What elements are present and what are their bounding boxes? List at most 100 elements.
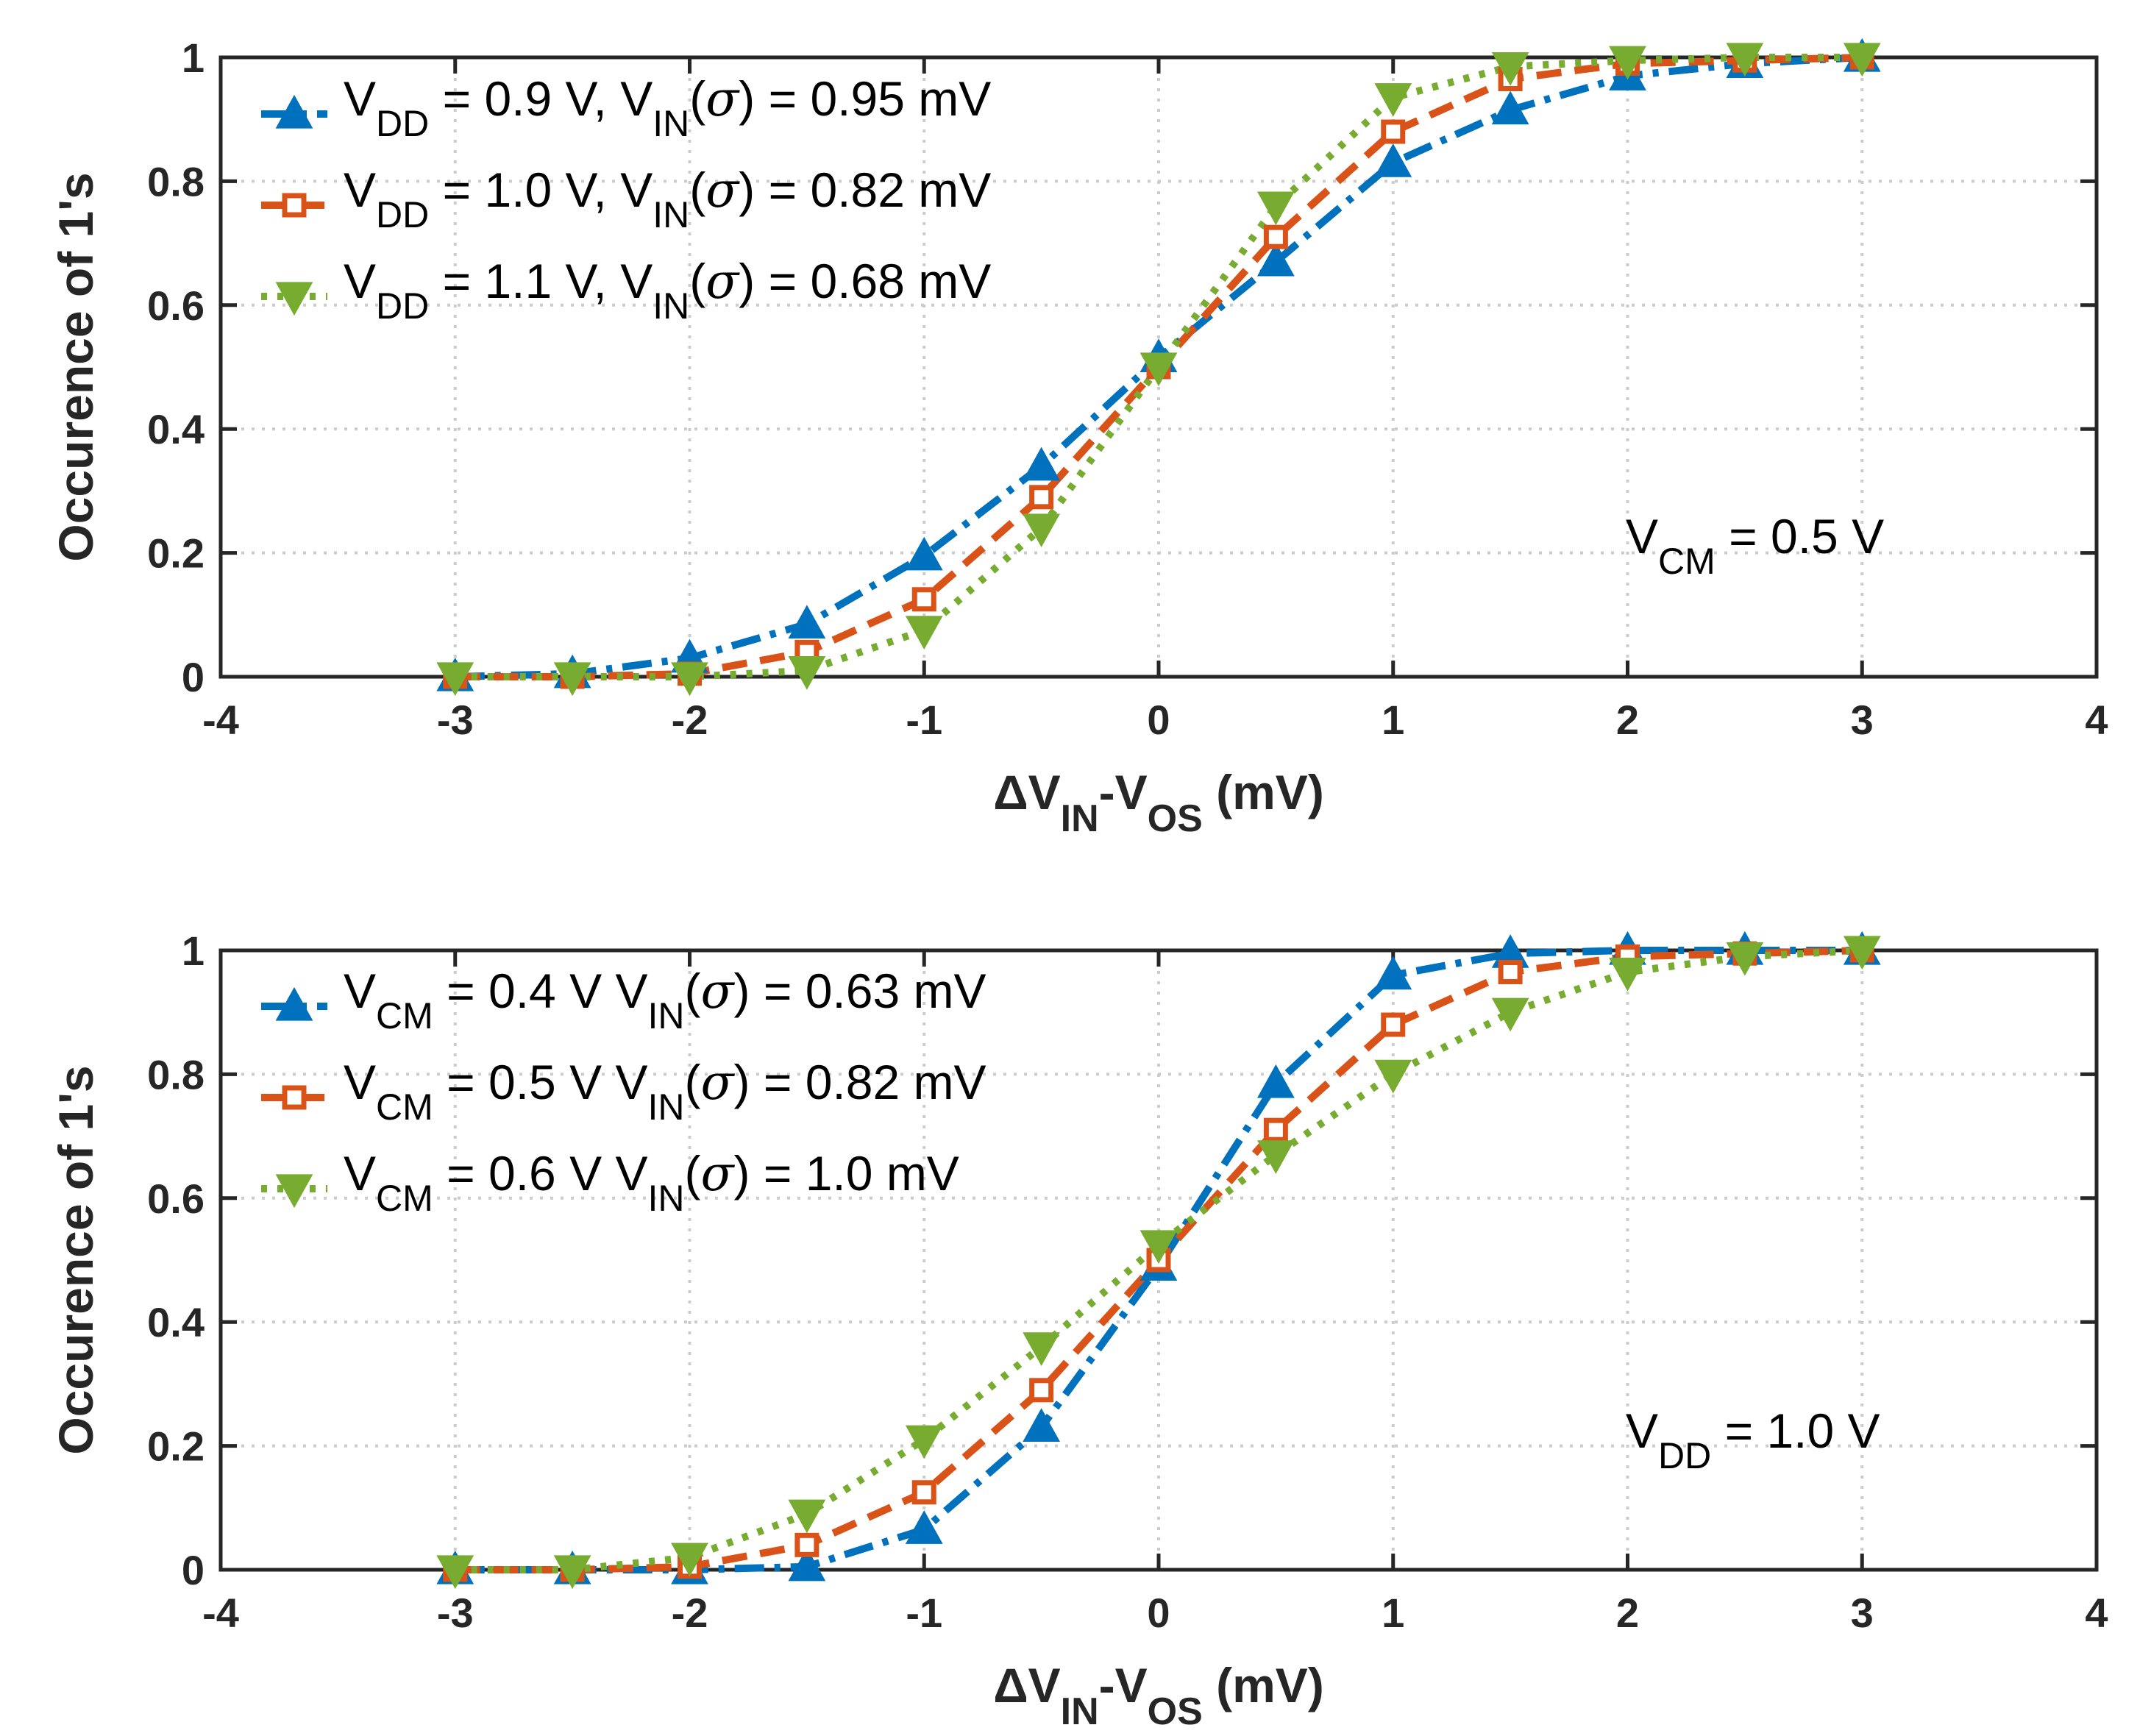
y-tick-label: 0 (182, 654, 205, 700)
legend-marker-swatch (275, 986, 313, 1021)
legend-marker-swatch (282, 1085, 307, 1110)
data-point-s1 (1256, 1064, 1295, 1098)
legend-entry-1: VCM = 0.4 V VIN(σ) = 0.63 mV (344, 963, 986, 1036)
x-tick-label: 4 (2085, 697, 2108, 743)
data-point-s1 (1491, 90, 1529, 125)
data-point-s1 (788, 605, 826, 639)
x-tick-label: -4 (202, 697, 239, 743)
data-point-s2 (911, 1480, 936, 1505)
x-tick-label: 0 (1147, 1590, 1170, 1636)
data-point-s3 (1491, 997, 1529, 1032)
data-point-s3 (1491, 52, 1529, 86)
plot-frame (218, 948, 2099, 1572)
y-tick-label: 1 (182, 35, 205, 81)
data-point-s1 (1374, 956, 1412, 990)
legend-entry-3: VCM = 0.6 V VIN(σ) = 1.0 mV (344, 1145, 959, 1219)
data-point-s3 (1726, 942, 1764, 976)
legend-marker-swatch (282, 193, 307, 218)
x-tick-label: 2 (1616, 697, 1639, 743)
y-tick-label: 0.2 (147, 530, 205, 577)
x-tick-label: 3 (1851, 1590, 1874, 1636)
data-point-s2 (1263, 1117, 1288, 1142)
data-point-s2 (1498, 959, 1523, 984)
y-axis-label: Occurence of 1's (49, 172, 103, 561)
data-point-s1 (905, 1510, 943, 1544)
data-point-s1 (905, 536, 943, 571)
annotation-label: VCM = 0.5 V (1626, 509, 1884, 582)
x-axis-label: ΔVIN-VOS (mV) (993, 765, 1324, 840)
data-point-s3 (1726, 43, 1764, 77)
data-point-s2 (1263, 224, 1288, 249)
data-point-s2 (911, 587, 936, 612)
legend-entry-2: VCM = 0.5 V VIN(σ) = 0.82 mV (344, 1054, 986, 1128)
data-point-s3 (1256, 191, 1295, 226)
x-tick-label: -1 (906, 697, 942, 743)
bottom-panel: -4 -3 -2 -1 0 1 2 3 4 0 0.2 0.4 0.6 0.8 1 VCM = 0.4 V V… (49, 928, 2108, 1733)
data-point-s3 (436, 662, 474, 697)
data-point-s3 (553, 1555, 591, 1590)
legend-marker-swatch (275, 1174, 313, 1209)
y-tick-label: 0 (182, 1547, 205, 1593)
y-tick-label: 0.8 (147, 158, 205, 204)
data-point-s3 (671, 662, 708, 697)
data-point-s3 (1609, 46, 1646, 80)
legend-entry-2: VDD = 1.0 V, VIN(σ) = 0.82 mV (344, 162, 991, 235)
data-point-s3 (1140, 1230, 1178, 1264)
data-point-s3 (788, 1499, 826, 1534)
x-tick-label: 4 (2085, 1590, 2108, 1636)
x-axis-label: ΔVIN-VOS (mV) (993, 1658, 1324, 1733)
legend-marker-swatch (275, 94, 313, 129)
data-point-s3 (1609, 957, 1646, 992)
data-point-s2 (794, 1532, 819, 1557)
data-point-s3 (905, 616, 943, 650)
data-point-s2 (1381, 1012, 1406, 1037)
data-point-s3 (1374, 83, 1412, 117)
x-tick-label: -1 (906, 1590, 942, 1636)
data-point-s3 (1023, 1332, 1061, 1366)
data-point-s3 (905, 1425, 943, 1459)
x-tick-label: -3 (437, 1590, 474, 1636)
top-panel: -4 -3 -2 -1 0 1 2 3 4 0 0.2 0.4 0.6 0.8 1 VDD = 0.9 V, … (49, 35, 2108, 840)
data-point-s2 (1381, 119, 1406, 144)
data-point-s3 (1256, 1140, 1295, 1174)
data-point-s3 (788, 655, 826, 690)
data-point-s1 (1374, 143, 1412, 177)
x-tick-label: 3 (1851, 697, 1874, 743)
y-tick-label: 0.6 (147, 1175, 205, 1222)
x-tick-label: -4 (202, 1590, 239, 1636)
y-tick-label: 0.6 (147, 282, 205, 329)
x-tick-label: 1 (1382, 697, 1404, 743)
x-tick-label: -3 (437, 697, 474, 743)
legend-marker-swatch (275, 282, 313, 316)
data-point-s1 (788, 1547, 826, 1582)
data-point-s3 (671, 1543, 708, 1577)
data-point-s3 (436, 1555, 474, 1590)
x-tick-label: -2 (672, 697, 708, 743)
annotation-label: VDD = 1.0 V (1626, 1404, 1880, 1476)
data-point-s3 (553, 662, 591, 697)
x-tick-label: 1 (1382, 1590, 1404, 1636)
y-tick-label: 0.4 (147, 1299, 205, 1345)
data-point-s1 (1256, 242, 1295, 277)
data-point-s2 (1029, 485, 1054, 510)
data-point-s3 (1843, 43, 1881, 77)
x-tick-label: 2 (1616, 1590, 1639, 1636)
y-tick-label: 0.4 (147, 406, 205, 452)
legend-entry-3: VDD = 1.1 V, VIN(σ) = 0.68 mV (344, 253, 991, 327)
y-tick-label: 0.2 (147, 1423, 205, 1470)
data-point-s1 (1023, 1408, 1061, 1442)
x-tick-label: -2 (672, 1590, 708, 1636)
data-point-s2 (1029, 1378, 1054, 1403)
y-tick-label: 1 (182, 928, 205, 974)
data-point-s3 (1374, 1059, 1412, 1094)
data-point-s3 (1843, 936, 1881, 970)
data-point-s1 (1023, 447, 1061, 481)
legend-entry-1: VDD = 0.9 V, VIN(σ) = 0.95 mV (344, 71, 991, 144)
plot-frame (218, 55, 2099, 679)
y-tick-label: 0.8 (147, 1051, 205, 1098)
data-point-s3 (1023, 513, 1061, 548)
y-axis-label: Occurence of 1's (49, 1065, 103, 1454)
data-point-s3 (1140, 352, 1178, 387)
x-tick-label: 0 (1147, 697, 1170, 743)
